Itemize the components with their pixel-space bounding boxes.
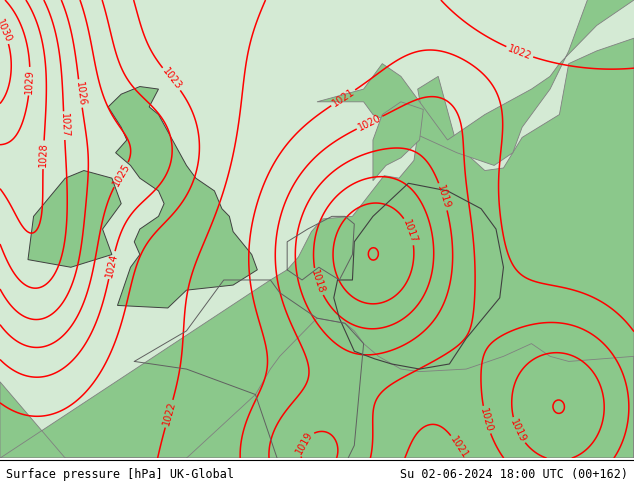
Text: 1021: 1021 [448,434,470,461]
Text: 1027: 1027 [58,113,70,138]
Text: 1024: 1024 [104,252,119,278]
Polygon shape [108,87,257,308]
Text: 1025: 1025 [111,162,132,188]
Text: 1029: 1029 [24,69,36,94]
Text: 1017: 1017 [401,218,419,245]
Text: 1021: 1021 [330,87,356,109]
Text: Surface pressure [hPa] UK-Global: Surface pressure [hPa] UK-Global [6,467,235,481]
Polygon shape [28,171,121,267]
Text: 1019: 1019 [294,430,314,456]
Polygon shape [317,0,634,166]
Text: 1023: 1023 [160,66,183,92]
Polygon shape [373,102,424,181]
Text: 1022: 1022 [506,43,533,61]
Text: 1028: 1028 [38,142,49,167]
Text: 1019: 1019 [508,417,527,444]
Text: Su 02-06-2024 18:00 UTC (00+162): Su 02-06-2024 18:00 UTC (00+162) [399,467,628,481]
Text: 1020: 1020 [356,113,383,132]
Text: 1020: 1020 [478,407,495,433]
Text: 1030: 1030 [0,18,13,44]
Text: 1026: 1026 [74,81,87,106]
Text: 1019: 1019 [435,184,451,210]
Text: 1022: 1022 [161,400,177,427]
Text: 1018: 1018 [309,269,327,295]
Polygon shape [0,38,634,458]
